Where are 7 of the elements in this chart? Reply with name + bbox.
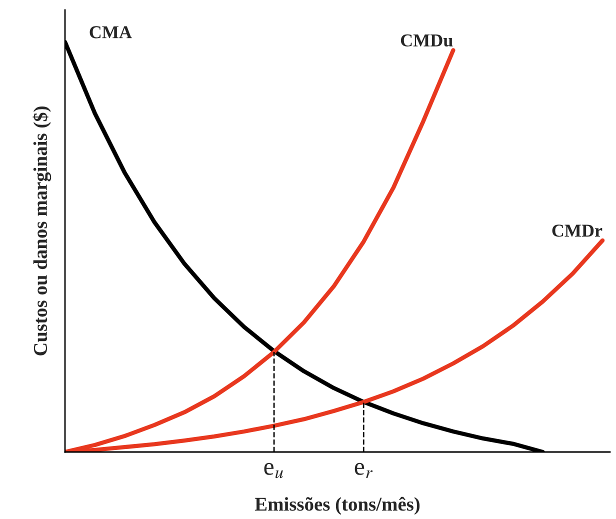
x-tick-label: e$_{u}$ <box>264 462 284 478</box>
x-tick-label: e$_{r}$ <box>354 462 373 478</box>
series-label: CMDr <box>552 224 602 237</box>
y-axis-title: Custos ou danos marginais ($) <box>32 106 52 356</box>
series-label: CMDu <box>400 34 453 47</box>
x-axis-title: Emissões (tons/mês) <box>254 496 420 515</box>
series-label: CMA <box>90 26 132 38</box>
